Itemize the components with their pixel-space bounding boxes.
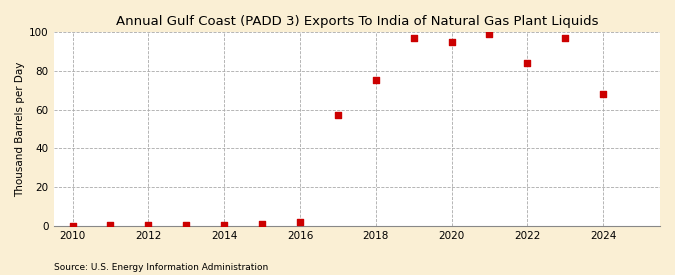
Point bbox=[256, 222, 267, 226]
Point bbox=[371, 78, 381, 82]
Point bbox=[446, 39, 457, 44]
Point bbox=[143, 223, 154, 227]
Point bbox=[105, 223, 116, 227]
Point bbox=[68, 224, 78, 228]
Text: Source: U.S. Energy Information Administration: Source: U.S. Energy Information Administ… bbox=[54, 263, 268, 272]
Point bbox=[294, 220, 305, 224]
Point bbox=[598, 92, 609, 96]
Point bbox=[408, 35, 419, 40]
Point bbox=[484, 32, 495, 36]
Point bbox=[522, 61, 533, 65]
Y-axis label: Thousand Barrels per Day: Thousand Barrels per Day bbox=[15, 61, 25, 197]
Point bbox=[219, 223, 230, 227]
Point bbox=[560, 35, 570, 40]
Point bbox=[333, 113, 344, 117]
Point bbox=[181, 223, 192, 227]
Title: Annual Gulf Coast (PADD 3) Exports To India of Natural Gas Plant Liquids: Annual Gulf Coast (PADD 3) Exports To In… bbox=[115, 15, 598, 28]
